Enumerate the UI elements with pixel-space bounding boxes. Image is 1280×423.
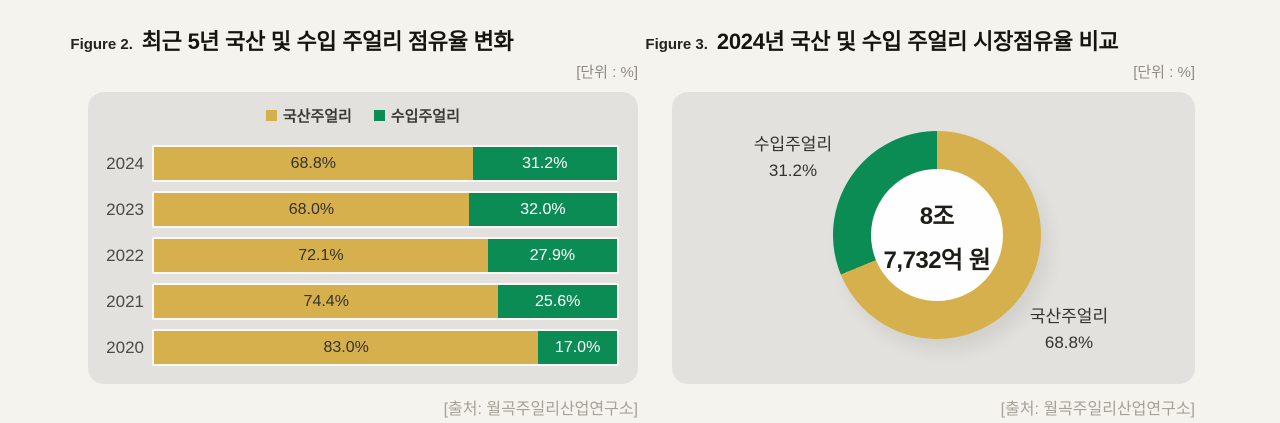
donut-label-domestic: 국산주얼리 68.8%: [994, 304, 1144, 356]
bar-segment-domestic-2021: 74.4%: [154, 285, 499, 318]
year-label-2022: 2022: [106, 245, 144, 265]
bar-value-label-domestic-2021: 74.4%: [303, 292, 349, 310]
stacked-bar-2023: 68.0% 32.0%: [152, 191, 619, 228]
bar-segment-domestic-2020: 83.0%: [154, 331, 539, 364]
donut-chart: 8조 7,732억 원: [833, 131, 1041, 339]
figure2-label: Figure 2.: [70, 36, 133, 53]
bar-segment-import-2024: 31.2%: [472, 147, 617, 180]
year-label-2021: 2021: [106, 291, 144, 311]
bar-value-label-import-2023: 32.0%: [520, 200, 566, 218]
donut-label-domestic-name: 국산주얼리: [1029, 307, 1109, 326]
donut-center-value-line1: 8조: [919, 202, 955, 230]
figure2-source: [출처: 월곡주일리산업연구소]: [443, 401, 638, 418]
bar-value-label-import-2020: 17.0%: [554, 338, 601, 356]
donut-center: 8조 7,732억 원: [871, 169, 1003, 301]
stacked-bar-2022: 72.1% 27.9%: [152, 237, 619, 274]
figure2-unit-label: [단위 : %]: [576, 64, 638, 81]
figure3-title-row: Figure 3. 2024년 국산 및 수입 주얼리 시장점유율 비교: [645, 24, 1118, 56]
legend-item-domestic: 국산주얼리: [265, 105, 352, 126]
legend-item-import: 수입주얼리: [374, 105, 460, 126]
figure3-source: [출처: 월곡주일리산업연구소]: [1000, 401, 1195, 418]
bar-value-label-import-2022: 27.9%: [529, 246, 576, 264]
bar-row-2020: 2020 83.0% 17.0%: [88, 329, 619, 366]
bar-value-label-domestic-2024: 68.8%: [290, 154, 336, 172]
stacked-bar-2024: 68.8% 31.2%: [152, 145, 619, 182]
year-label-2024: 2024: [106, 153, 144, 173]
figure2-bar-rows: 2024 68.8% 31.2% 2023 68.0% 32.0% 2022 72.1% 27.…: [88, 145, 619, 375]
figure3-chart-panel: 8조 7,732억 원 수입주얼리 31.2% 국산주얼리 68.8%: [672, 92, 1195, 384]
legend-swatch-domestic: [265, 110, 277, 121]
bar-value-label-domestic-2022: 72.1%: [298, 246, 344, 264]
figure3-unit-label: [단위 : %]: [1133, 64, 1195, 81]
year-label-2023: 2023: [106, 199, 144, 219]
stacked-bar-2021: 74.4% 25.6%: [152, 283, 619, 320]
figure2-chart-panel: 국산주얼리 수입주얼리 2024 68.8% 31.2% 2023 68.0% 32.0% 2…: [88, 92, 638, 384]
bar-segment-domestic-2023: 68.0%: [154, 193, 469, 226]
donut-label-import: 수입주얼리 31.2%: [718, 132, 868, 184]
figure3-label: Figure 3.: [645, 36, 708, 53]
bar-segment-domestic-2024: 68.8%: [154, 147, 473, 180]
bar-row-2021: 2021 74.4% 25.6%: [88, 283, 619, 320]
figure2-title: 최근 5년 국산 및 수입 주얼리 점유율 변화: [141, 29, 514, 54]
legend-label-domestic: 국산주얼리: [282, 108, 352, 125]
bar-value-label-import-2021: 25.6%: [535, 292, 581, 310]
left-chart-section: Figure 2. 최근 5년 국산 및 수입 주얼리 점유율 변화 [단위 :…: [70, 0, 638, 423]
donut-label-import-name: 수입주얼리: [753, 135, 833, 154]
bar-segment-domestic-2022: 72.1%: [154, 239, 488, 272]
bar-value-label-import-2024: 31.2%: [522, 154, 568, 172]
figure2-title-row: Figure 2. 최근 5년 국산 및 수입 주얼리 점유율 변화: [70, 24, 513, 56]
bar-value-label-domestic-2023: 68.0%: [288, 200, 335, 218]
bar-value-label-domestic-2020: 83.0%: [323, 338, 369, 356]
bar-segment-import-2023: 32.0%: [468, 193, 617, 226]
bar-segment-import-2020: 17.0%: [538, 331, 617, 364]
donut-label-domestic-pct: 68.8%: [1044, 333, 1094, 352]
bar-segment-import-2022: 27.9%: [487, 239, 617, 272]
stacked-bar-2020: 83.0% 17.0%: [152, 329, 619, 366]
year-label-2020: 2020: [106, 337, 144, 357]
donut-center-value-line2: 7,732억 원: [883, 246, 991, 274]
bar-row-2022: 2022 72.1% 27.9%: [88, 237, 619, 274]
bar-row-2023: 2023 68.0% 32.0%: [88, 191, 619, 228]
figure2-legend: 국산주얼리 수입주얼리: [88, 105, 638, 126]
donut-label-import-pct: 31.2%: [768, 161, 818, 180]
legend-label-import: 수입주얼리: [391, 108, 461, 125]
right-chart-section: Figure 3. 2024년 국산 및 수입 주얼리 시장점유율 비교 [단위…: [645, 0, 1195, 423]
bar-row-2024: 2024 68.8% 31.2%: [88, 145, 619, 182]
figure3-title: 2024년 국산 및 수입 주얼리 시장점유율 비교: [716, 29, 1119, 54]
legend-swatch-import: [374, 110, 385, 121]
bar-segment-import-2021: 25.6%: [498, 285, 617, 318]
